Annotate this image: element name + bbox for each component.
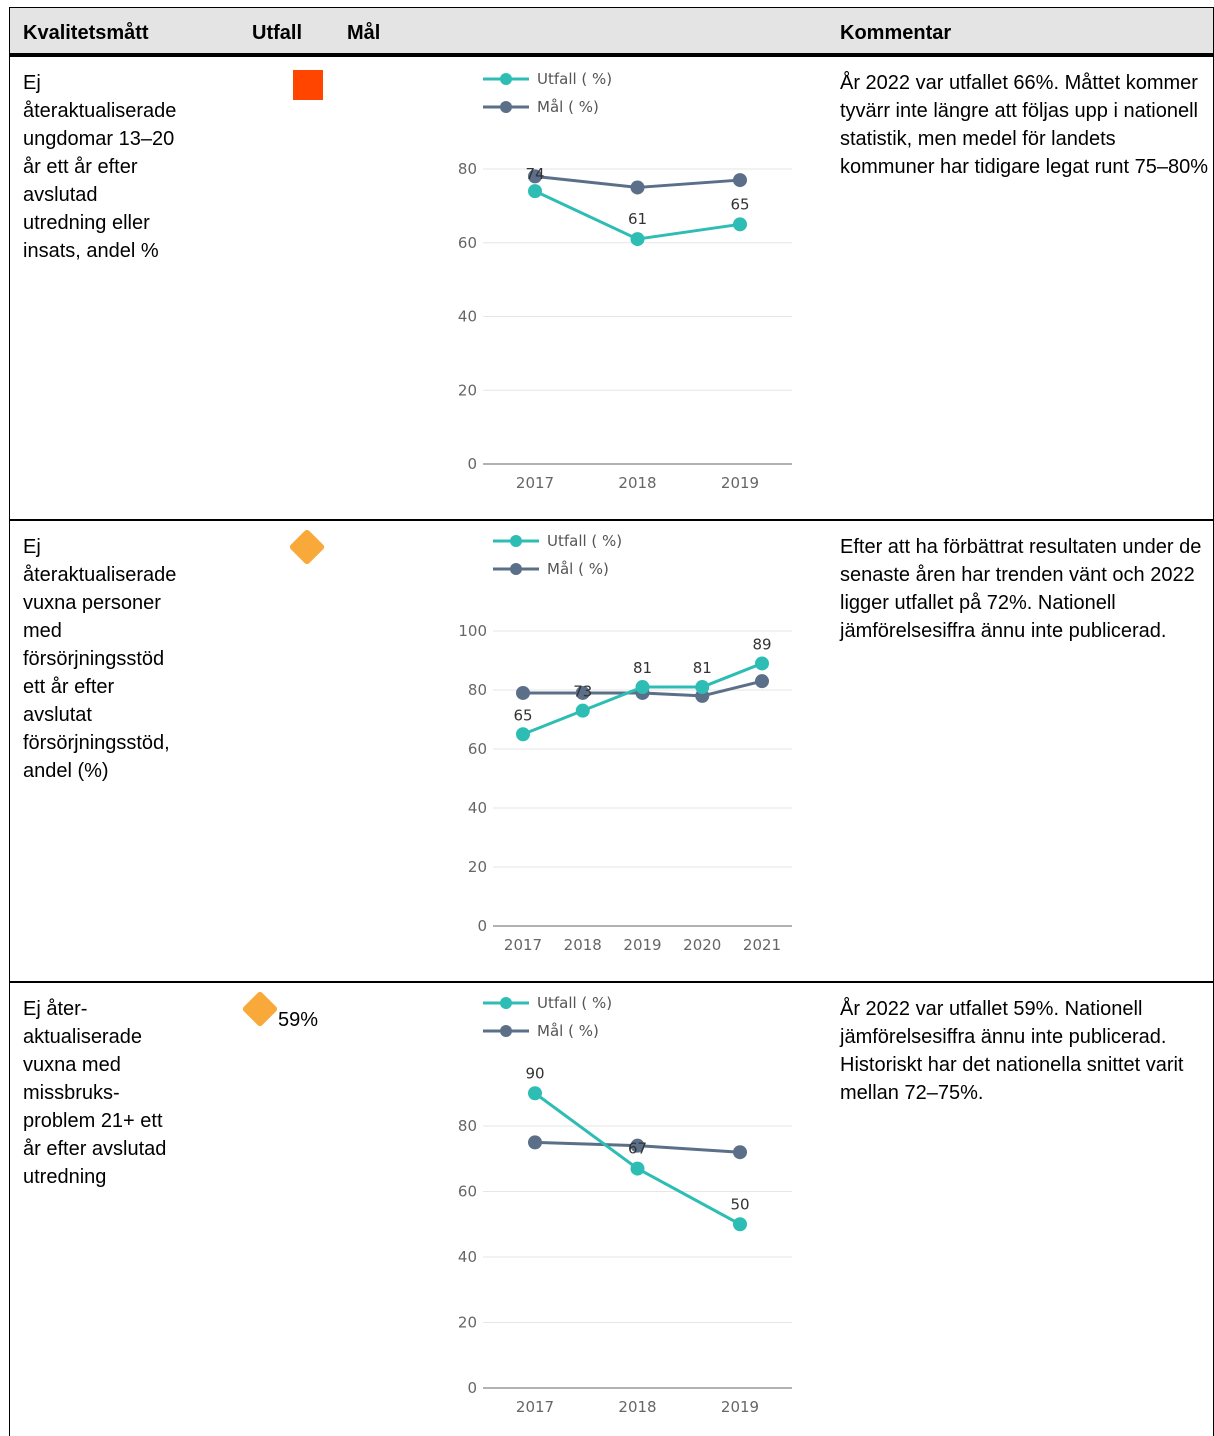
data-label: 61 <box>628 210 647 228</box>
comment-text: År 2022 var utfallet 66%. Måttet kommer … <box>840 72 1208 178</box>
legend-label: Utfall ( %) <box>537 70 612 88</box>
y-tick-label: 60 <box>458 234 477 252</box>
x-tick-label: 2018 <box>564 936 602 954</box>
data-label: 81 <box>633 659 652 677</box>
legend-label: Utfall ( %) <box>547 532 622 550</box>
table-row: Ej återaktualiserade ungdomar 13–20 år e… <box>10 57 1213 519</box>
utfall-data-point <box>575 703 590 718</box>
utfall-series-line <box>534 1092 741 1226</box>
mal-data-point <box>528 1135 542 1150</box>
row-divider <box>10 519 1213 521</box>
status-orange-diamond-icon <box>241 990 279 1028</box>
utfall-data-point <box>516 727 530 742</box>
y-tick-label: 20 <box>468 858 487 876</box>
y-tick-label: 60 <box>468 740 487 758</box>
y-tick-label: 100 <box>458 622 487 640</box>
legend-marker <box>510 535 522 547</box>
data-label: 65 <box>513 706 532 724</box>
line-chart-youth: Utfall ( %) Mål ( %) 0 20 40 60 80 2017 2018 2019… <box>458 70 792 492</box>
mal-data-point <box>528 169 542 184</box>
row-divider <box>10 981 1213 983</box>
measure-label: Ej åter- aktualiserade vuxna med missbru… <box>23 998 167 1188</box>
mal-data-point <box>733 173 747 188</box>
legend-marker <box>500 997 512 1009</box>
x-tick-label: 2019 <box>721 474 759 492</box>
x-tick-label: 2017 <box>504 936 542 954</box>
utfall-data-point <box>630 232 645 247</box>
x-tick-label: 2017 <box>516 1398 554 1416</box>
x-tick-label: 2017 <box>516 474 554 492</box>
y-tick-label: 80 <box>458 160 477 178</box>
header-target: Mål <box>347 22 381 44</box>
y-tick-label: 0 <box>477 917 487 935</box>
y-tick-label: 0 <box>467 455 477 473</box>
status-red-square-icon <box>293 70 323 100</box>
mal-data-point <box>630 1138 645 1153</box>
y-tick-label: 80 <box>468 681 487 699</box>
y-tick-label: 20 <box>458 381 477 399</box>
legend-marker <box>510 563 522 575</box>
data-label: 67 <box>628 1140 647 1158</box>
utfall-data-point <box>733 1217 747 1232</box>
comment-text: Efter att ha förbättrat resultaten under… <box>840 536 1202 642</box>
line-chart-adults-substance: Utfall ( %) Mål ( %) 0 20 40 60 80 2017 2018 2019… <box>458 994 792 1416</box>
comment-text: År 2022 var utfallet 59%. Nationell jämf… <box>840 998 1184 1104</box>
mal-data-point <box>755 674 769 689</box>
mal-data-point <box>733 1145 747 1160</box>
header-comment: Kommentar <box>840 22 952 44</box>
legend-label: Mål ( %) <box>547 560 609 578</box>
outcome-value: 59% <box>278 1009 319 1031</box>
data-label: 81 <box>693 659 712 677</box>
y-tick-label: 40 <box>458 308 477 326</box>
legend-marker <box>500 73 512 85</box>
measure-label: Ej återaktualiserade vuxna personer med … <box>23 536 177 782</box>
utfall-data-point <box>630 1161 645 1176</box>
header-measure: Kvalitetsmått <box>23 22 149 44</box>
legend-label: Utfall ( %) <box>537 994 612 1012</box>
data-label: 89 <box>752 635 771 653</box>
utfall-data-point <box>733 217 747 232</box>
header-outcome: Utfall <box>252 22 302 44</box>
data-label: 90 <box>525 1064 544 1082</box>
legend-marker <box>500 101 512 113</box>
utfall-data-point <box>528 184 542 199</box>
mal-data-point <box>630 180 645 195</box>
legend-marker <box>500 1025 512 1037</box>
table-row: Ej åter- aktualiserade vuxna med missbru… <box>10 983 1213 1436</box>
table-header: Kvalitetsmått Utfall Mål Kommentar <box>10 7 1213 53</box>
data-label: 50 <box>730 1195 749 1213</box>
x-tick-label: 2021 <box>743 936 781 954</box>
utfall-data-point <box>695 680 710 695</box>
utfall-data-point <box>528 1086 542 1101</box>
x-tick-label: 2018 <box>618 474 656 492</box>
data-label: 74 <box>525 165 544 183</box>
quality-table: Kvalitetsmått Utfall Mål Kommentar Ej åt… <box>9 7 1214 1436</box>
measure-label: Ej återaktualiserade ungdomar 13–20 år e… <box>23 72 177 262</box>
x-tick-label: 2019 <box>721 1398 759 1416</box>
mal-data-point <box>516 685 530 700</box>
y-tick-label: 20 <box>458 1314 477 1332</box>
y-tick-label: 80 <box>458 1117 477 1135</box>
status-orange-diamond-icon <box>288 528 326 566</box>
data-label: 73 <box>573 683 592 701</box>
x-tick-label: 2019 <box>623 936 661 954</box>
table-row: Ej återaktualiserade vuxna personer med … <box>10 521 1213 981</box>
mal-data-point <box>575 685 590 700</box>
data-label: 65 <box>730 195 749 213</box>
x-tick-label: 2018 <box>618 1398 656 1416</box>
utfall-data-point <box>755 656 769 671</box>
header-rule <box>10 53 1213 57</box>
legend-label: Mål ( %) <box>537 98 599 116</box>
y-tick-label: 40 <box>458 1248 477 1266</box>
y-tick-label: 40 <box>468 799 487 817</box>
legend-label: Mål ( %) <box>537 1022 599 1040</box>
x-tick-label: 2020 <box>683 936 721 954</box>
line-chart-adults-support: Utfall ( %) Mål ( %) 0 20 40 60 80 100 2017 2018 2… <box>458 532 792 954</box>
y-tick-label: 60 <box>458 1183 477 1201</box>
utfall-data-point <box>635 680 650 695</box>
y-tick-label: 0 <box>467 1379 477 1397</box>
